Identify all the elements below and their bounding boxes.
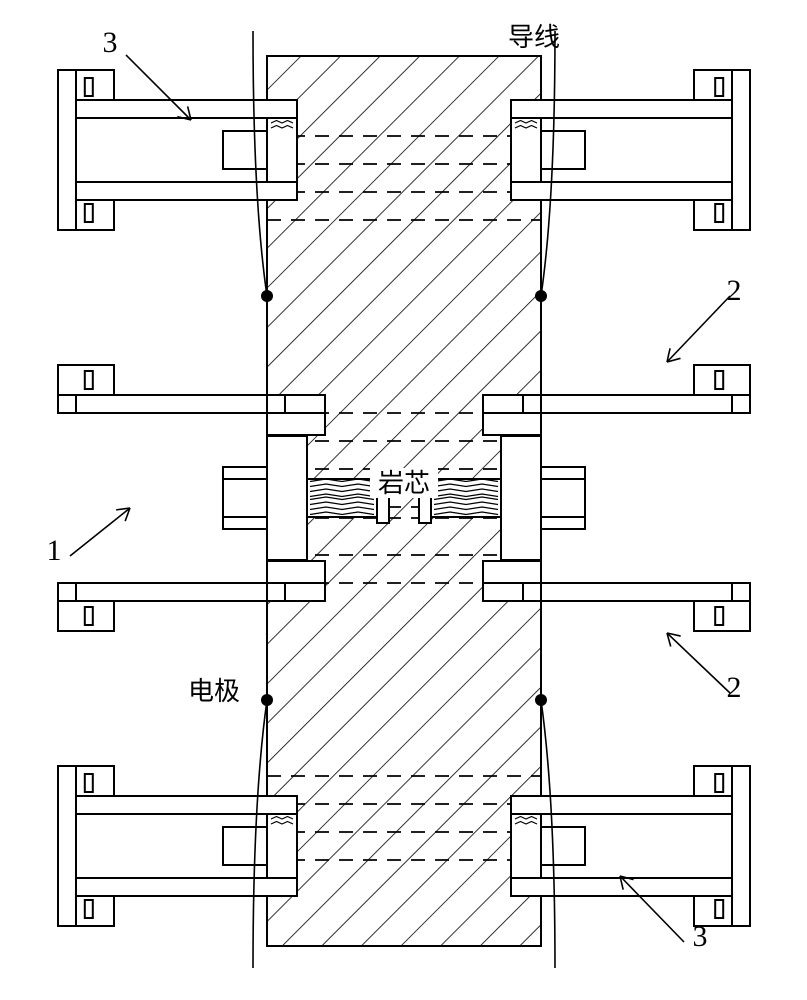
electrode-dot (261, 290, 273, 302)
wire-label: 导线 (508, 23, 560, 52)
fixture-L-end-150 (58, 70, 297, 230)
fixture-R-end-150 (511, 70, 750, 230)
callout-2: 2 (667, 274, 742, 362)
electrode-dot (261, 694, 273, 706)
lead-wire (253, 31, 267, 296)
core-label: 岩芯 (378, 469, 430, 498)
callout-number: 2 (727, 671, 742, 704)
electrode-dot (535, 290, 547, 302)
fixture-L-end-846 (58, 766, 297, 926)
lead-wire (541, 31, 555, 296)
callout-2: 2 (667, 633, 742, 704)
lead-wire (541, 700, 555, 968)
callout-number: 1 (47, 534, 62, 567)
callout-number: 2 (727, 274, 742, 307)
fixture-R-end-846 (511, 766, 750, 926)
lead-wire (253, 700, 267, 968)
callout-number: 3 (693, 920, 708, 953)
callout-1: 1 (47, 508, 131, 567)
electrode-dot (535, 694, 547, 706)
callout-number: 3 (103, 26, 118, 59)
electrode-label: 电极 (188, 677, 240, 706)
